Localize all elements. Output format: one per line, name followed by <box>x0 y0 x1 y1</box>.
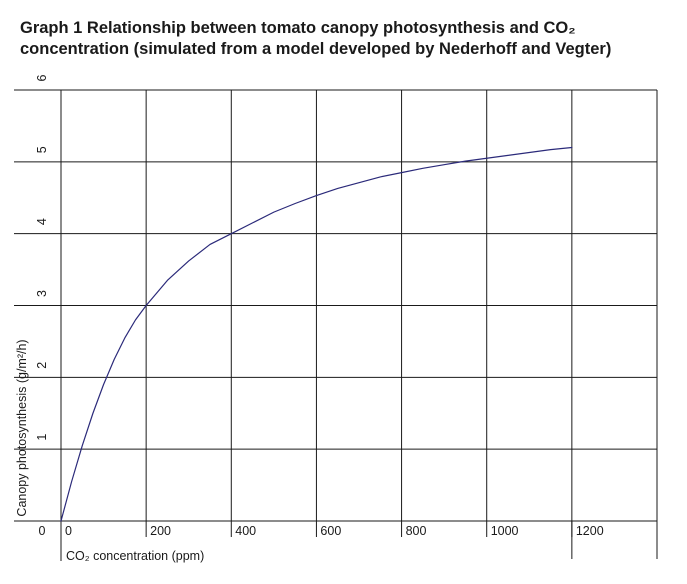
y-tick-label: 0 <box>39 524 46 538</box>
x-tick-label: 1200 <box>576 524 604 538</box>
chart-title-line-2: concentration (simulated from a model de… <box>20 40 612 58</box>
y-tick-label: 4 <box>35 218 49 225</box>
chart-title: Graph 1 Relationship between tomato cano… <box>20 18 680 60</box>
x-tick-label: 200 <box>150 524 171 538</box>
x-tick-label: 400 <box>235 524 256 538</box>
y-tick-label: 5 <box>35 146 49 153</box>
chart-title-line-1: Graph 1 Relationship between tomato cano… <box>20 19 576 37</box>
x-tick-label: 800 <box>406 524 427 538</box>
x-tick-label: 0 <box>65 524 72 538</box>
x-tick-label: 1000 <box>491 524 519 538</box>
y-axis-label: Canopy photosynthesis (g/m²/h) <box>15 339 29 516</box>
grid <box>14 89 658 561</box>
tick-labels: 0 200 400 600 800 1000 1200 0 1 2 3 4 5 6 <box>35 74 604 538</box>
y-tick-label: 2 <box>35 362 49 369</box>
y-tick-label: 3 <box>35 290 49 297</box>
series-line <box>60 146 573 522</box>
y-tick-label: 6 <box>35 74 49 81</box>
x-tick-label: 600 <box>320 524 341 538</box>
y-tick-label: 1 <box>35 434 49 441</box>
x-axis-label: CO₂ concentration (ppm) <box>66 549 204 563</box>
series-layer <box>60 146 573 522</box>
